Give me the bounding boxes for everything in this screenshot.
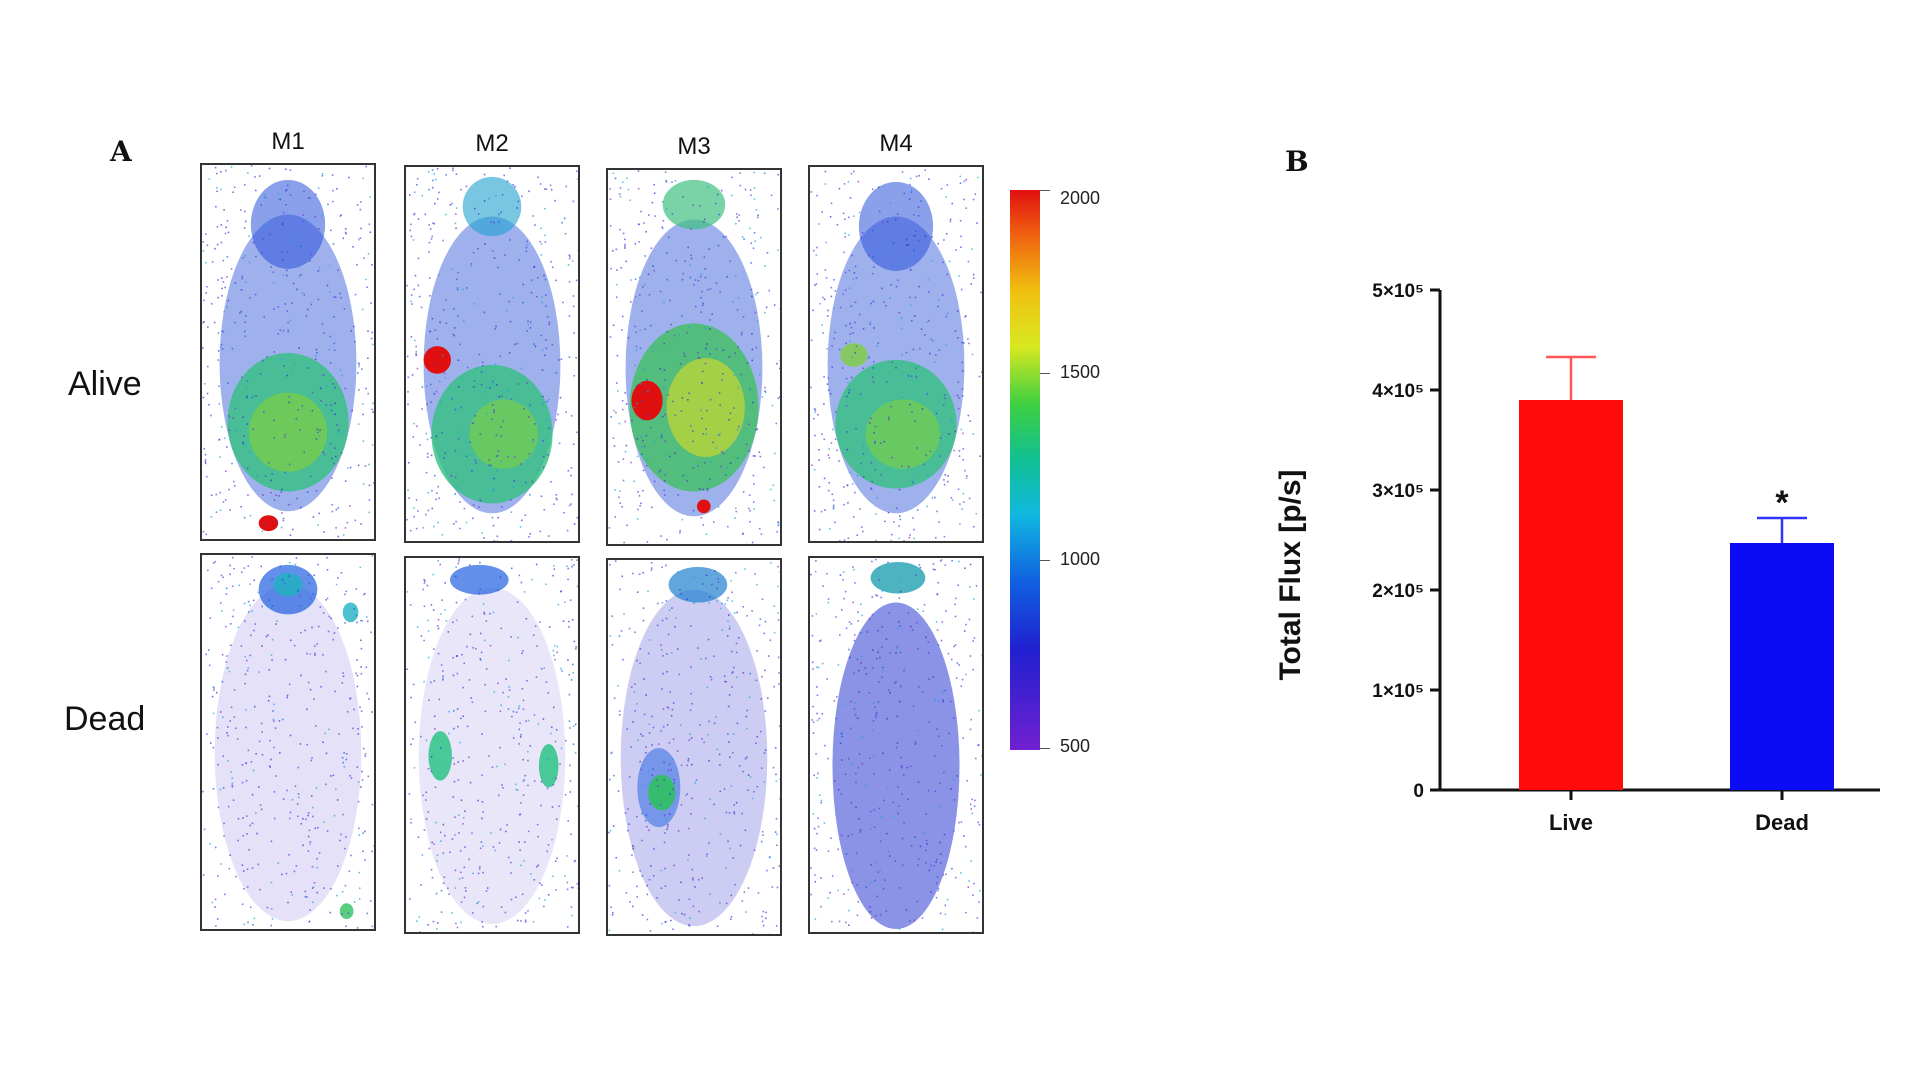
bar-live [1519,400,1623,790]
image-alive-m2 [404,165,580,543]
significance-asterisk: * [1775,484,1789,522]
panel-b-letter: B [1285,145,1309,178]
column-label-m1: M1 [271,128,305,155]
y-tick-label: 3×10⁵ [1372,481,1424,502]
bar-dead [1730,543,1834,790]
y-tick-label: 5×10⁵ [1372,281,1424,302]
image-alive-m4 [808,165,984,543]
image-dead-m3 [606,558,782,936]
scale-label-500: 500 [1060,736,1091,756]
scale-tick [1040,190,1050,191]
scale-tick [1040,560,1050,561]
image-dead-m2 [404,556,580,934]
panel-a-letter: A [110,135,132,168]
image-dead-m4 [808,556,984,934]
scale-label-1000: 1000 [1060,549,1101,569]
row-label-dead: Dead [64,700,146,738]
total-flux-bar-chart: Total Flux [p/s] 0 1×10⁵ 2×10⁵ 3×10⁵ 4×10⁵ 5×… [1274,281,1880,835]
column-label-m2: M2 [475,130,509,157]
y-tick-label: 0 [1413,781,1424,802]
scale-label-2000: 2000 [1060,188,1101,208]
y-axis-title: Total Flux [p/s] [1274,469,1307,680]
y-tick-label: 1×10⁵ [1372,681,1424,702]
y-tick-label: 4×10⁵ [1372,381,1424,402]
scale-tick [1040,748,1050,749]
x-tick-label-live: Live [1549,810,1593,835]
row-label-alive: Alive [68,365,142,403]
y-tick-label: 2×10⁵ [1372,581,1424,602]
image-alive-m1 [200,163,376,541]
scale-tick [1040,373,1050,374]
x-tick-label-dead: Dead [1755,810,1809,835]
image-alive-m3 [606,168,782,546]
column-label-m3: M3 [677,133,711,160]
scale-label-1500: 1500 [1060,362,1101,382]
column-label-m4: M4 [879,130,913,157]
color-scale-bar [1010,190,1040,750]
image-dead-m1 [200,553,376,931]
